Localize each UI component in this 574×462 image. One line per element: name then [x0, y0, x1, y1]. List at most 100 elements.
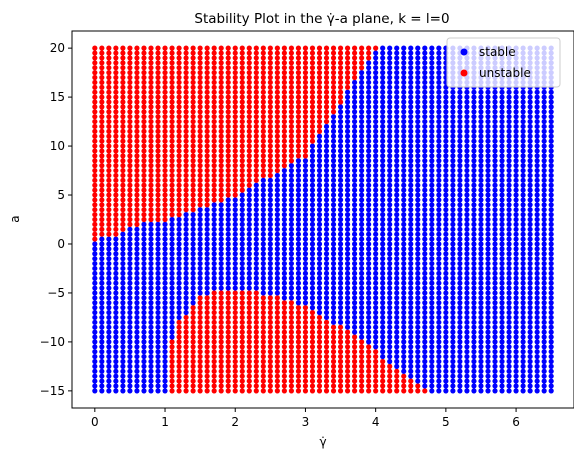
- unstable-point: [225, 148, 231, 154]
- stable-point: [148, 290, 154, 296]
- stable-point: [499, 309, 505, 316]
- unstable-point: [274, 314, 280, 321]
- stable-point: [527, 300, 533, 306]
- stable-point: [457, 353, 463, 360]
- stable-point: [302, 236, 309, 242]
- stable-point: [415, 89, 421, 95]
- stable-point: [387, 300, 393, 306]
- stable-point: [471, 309, 477, 316]
- unstable-point: [162, 182, 168, 188]
- unstable-point: [204, 305, 210, 311]
- unstable-point: [239, 368, 245, 374]
- stable-point: [127, 319, 133, 325]
- stable-point: [520, 138, 526, 144]
- stable-point: [541, 89, 547, 95]
- unstable-point: [401, 383, 407, 389]
- stable-point: [394, 212, 400, 218]
- unstable-point: [92, 74, 98, 81]
- stable-point: [148, 373, 154, 379]
- stable-point: [394, 349, 400, 355]
- unstable-point: [190, 383, 196, 389]
- unstable-point: [141, 187, 147, 193]
- unstable-point: [246, 334, 252, 340]
- stable-point: [373, 216, 379, 223]
- unstable-point: [246, 60, 252, 66]
- stable-point: [401, 187, 407, 193]
- unstable-point: [183, 153, 189, 159]
- stable-point: [92, 305, 98, 311]
- unstable-point: [106, 167, 112, 174]
- stable-point: [337, 118, 344, 125]
- stable-point: [281, 280, 287, 286]
- unstable-point: [323, 94, 330, 100]
- unstable-point: [162, 55, 168, 61]
- unstable-point: [225, 138, 231, 144]
- unstable-point: [267, 45, 273, 51]
- stable-point: [141, 226, 147, 232]
- unstable-point: [359, 388, 365, 394]
- stable-point: [450, 339, 456, 345]
- stable-point: [415, 177, 421, 183]
- unstable-point: [197, 128, 203, 134]
- stable-point: [485, 383, 491, 389]
- unstable-point: [113, 143, 119, 149]
- unstable-point: [309, 349, 316, 355]
- stable-point: [120, 334, 126, 340]
- unstable-point: [274, 138, 280, 144]
- unstable-point: [106, 197, 112, 203]
- unstable-point: [211, 45, 217, 51]
- stable-point: [471, 148, 477, 154]
- unstable-point: [190, 45, 196, 51]
- stable-point: [344, 177, 351, 183]
- stable-point: [408, 358, 414, 365]
- x-tick-label: 0: [91, 415, 99, 429]
- stable-point: [443, 305, 449, 311]
- unstable-point: [302, 55, 309, 61]
- stable-point: [190, 285, 196, 291]
- stable-point: [387, 202, 393, 208]
- unstable-point: [148, 212, 154, 218]
- unstable-point: [267, 55, 273, 61]
- stable-point: [162, 339, 168, 345]
- stable-point: [197, 270, 203, 276]
- stable-point: [436, 339, 442, 345]
- unstable-point: [288, 383, 295, 389]
- stable-point: [337, 167, 344, 174]
- stable-point: [520, 260, 526, 267]
- stable-point: [344, 114, 351, 120]
- stable-point: [422, 251, 428, 257]
- stable-point: [380, 329, 386, 335]
- unstable-point: [155, 94, 161, 100]
- stable-point: [366, 177, 372, 183]
- stable-point: [513, 300, 519, 306]
- unstable-point: [127, 172, 133, 179]
- stable-point: [134, 314, 140, 321]
- unstable-point: [211, 94, 217, 100]
- unstable-point: [344, 373, 351, 379]
- stable-point: [359, 300, 365, 306]
- stable-point: [373, 256, 379, 262]
- stable-point: [415, 197, 421, 203]
- stable-point: [541, 104, 547, 110]
- stable-point: [387, 50, 393, 56]
- stable-point: [148, 256, 154, 262]
- unstable-point: [239, 104, 245, 110]
- unstable-point: [225, 143, 231, 149]
- unstable-point: [246, 358, 252, 365]
- unstable-point: [183, 138, 189, 144]
- unstable-point: [253, 114, 259, 120]
- stable-point: [471, 167, 477, 174]
- unstable-point: [183, 368, 189, 374]
- stable-point: [429, 65, 435, 71]
- stable-point: [323, 314, 330, 321]
- stable-point: [401, 295, 407, 301]
- stable-point: [99, 246, 105, 252]
- unstable-point: [330, 344, 337, 350]
- stable-point: [316, 241, 323, 247]
- stable-point: [134, 324, 140, 330]
- stable-point: [239, 207, 245, 213]
- unstable-point: [113, 123, 119, 130]
- stable-point: [471, 202, 477, 208]
- stable-point: [218, 251, 224, 257]
- stable-point: [162, 334, 168, 340]
